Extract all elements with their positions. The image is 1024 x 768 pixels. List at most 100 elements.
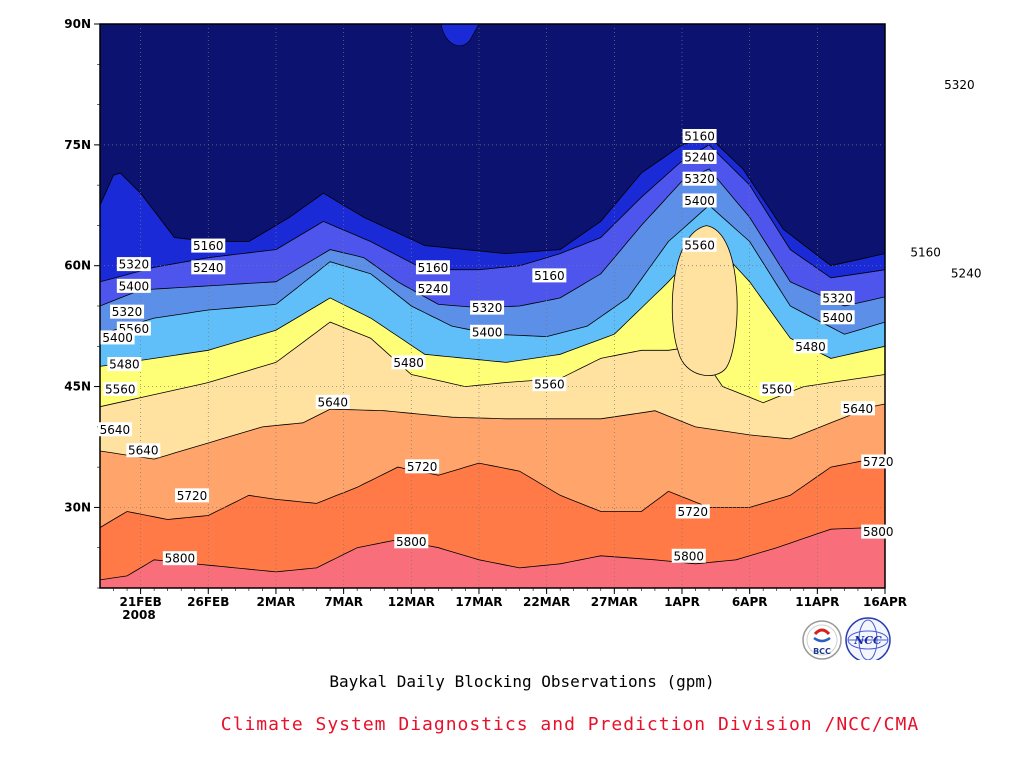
contour-label-30: 5480 — [793, 339, 828, 354]
contour-label-7: 5320 — [470, 300, 505, 315]
contour-line-5720 — [100, 458, 885, 528]
contour-label-9: 5480 — [391, 355, 426, 370]
contour-label-28: 5320 — [820, 290, 855, 305]
contour-labels: 5160 5240 5320 5400 5560 5160 5240 5320 5400 5480… — [97, 77, 984, 566]
contour-label-32: 5640 — [840, 401, 875, 416]
contour-label-26: 5560 — [682, 237, 717, 252]
svg-text:5160: 5160 — [910, 246, 941, 260]
contour-cell-5160 — [440, 24, 480, 47]
y-tick-label-2: 60N — [64, 259, 91, 273]
svg-text:5320: 5320 — [684, 172, 715, 186]
svg-text:5320: 5320 — [472, 301, 503, 315]
bcc-logo: BCC — [802, 620, 842, 660]
svg-text:5400: 5400 — [472, 325, 503, 339]
contour-label-13: 5720 — [405, 459, 440, 474]
svg-text:5640: 5640 — [100, 423, 131, 437]
contour-label-20: 5560 — [103, 381, 138, 396]
svg-text:5320: 5320 — [112, 305, 143, 319]
contour-line-5240 — [100, 144, 885, 283]
contour-line-5800 — [100, 527, 885, 581]
grid-lines — [100, 24, 885, 588]
svg-text:5160: 5160 — [534, 269, 565, 283]
y-tick-label-4: 90N — [64, 17, 91, 31]
contour-label-16: 5800 — [394, 534, 429, 549]
svg-text:5240: 5240 — [684, 150, 715, 164]
contour-line-5640 — [100, 403, 885, 460]
svg-text:5800: 5800 — [863, 525, 894, 539]
contour-label-38: 5240 — [949, 265, 984, 280]
x-tick-label-4: 12MAR — [388, 595, 435, 609]
contour-label-21: 5640 — [97, 422, 132, 437]
contour-label-31: 5560 — [759, 381, 794, 396]
svg-text:5720: 5720 — [407, 460, 438, 474]
svg-text:5720: 5720 — [678, 505, 709, 519]
contour-label-5: 5160 — [415, 260, 450, 275]
y-tick-label-0: 30N — [64, 500, 91, 514]
svg-text:5240: 5240 — [418, 282, 449, 296]
x-tick-label-1: 26FEB — [187, 595, 229, 609]
contour-line-5160 — [100, 136, 885, 267]
contour-label-23: 5240 — [682, 149, 717, 164]
contour-label-11: 5640 — [315, 394, 350, 409]
contour-label-27: 5160 — [532, 268, 567, 283]
contour-label-8: 5400 — [470, 324, 505, 339]
x-tick-label-0: 21FEB — [119, 595, 161, 609]
contour-label-14: 5720 — [175, 488, 210, 503]
svg-text:5720: 5720 — [863, 455, 894, 469]
x-tick-label-11: 16APR — [863, 595, 907, 609]
svg-text:5720: 5720 — [177, 489, 208, 503]
svg-text:5560: 5560 — [761, 382, 792, 396]
x-tick-label-9: 6APR — [732, 595, 768, 609]
x-tick-label-2: 2MAR — [257, 595, 296, 609]
y-tick-label-1: 45N — [64, 380, 91, 394]
chart-caption: Baykal Daily Blocking Observations (gpm) — [329, 672, 715, 691]
x-tick-label-6: 22MAR — [523, 595, 570, 609]
contour-label-18: 5400 — [100, 330, 135, 345]
contour-label-24: 5320 — [682, 171, 717, 186]
svg-text:5240: 5240 — [193, 261, 224, 275]
contour-label-12: 5640 — [126, 443, 161, 458]
contour-label-22: 5160 — [682, 128, 717, 143]
svg-text:5800: 5800 — [673, 549, 704, 563]
contour-label-17: 5320 — [110, 304, 145, 319]
svg-text:5400: 5400 — [119, 279, 150, 293]
svg-text:5640: 5640 — [843, 402, 874, 416]
x-tick-label-3: 7MAR — [324, 595, 363, 609]
svg-text:5480: 5480 — [393, 356, 424, 370]
contour-label-25: 5400 — [682, 193, 717, 208]
contour-line-5560 — [100, 321, 885, 408]
contour-label-29: 5400 — [820, 310, 855, 325]
contour-label-0: 5160 — [191, 238, 226, 253]
contour-label-37: 5160 — [908, 245, 943, 260]
svg-text:5640: 5640 — [128, 444, 159, 458]
contour-chart: 21FEB 26FEB 2MAR 7MAR 12MAR 17MAR 22MAR 27MAR 1A… — [64, 17, 984, 660]
svg-text:5240: 5240 — [951, 266, 982, 280]
contour-label-35: 5720 — [675, 504, 710, 519]
contour-label-19: 5480 — [107, 357, 142, 372]
y-tick-label-3: 75N — [64, 138, 91, 152]
svg-text:5480: 5480 — [109, 358, 140, 372]
svg-text:5800: 5800 — [165, 552, 196, 566]
contour-label-2: 5320 — [116, 257, 151, 272]
svg-text:5160: 5160 — [684, 129, 715, 143]
svg-text:5560: 5560 — [105, 382, 136, 396]
svg-text:5160: 5160 — [193, 239, 224, 253]
contour-bands — [100, 24, 885, 588]
svg-text:5320: 5320 — [822, 291, 853, 305]
organization-caption: Climate System Diagnostics and Predictio… — [220, 714, 920, 735]
contour-label-36: 5800 — [671, 548, 706, 563]
svg-text:5480: 5480 — [795, 340, 826, 354]
y-axis: 30N 45N 60N 75N 90N — [64, 17, 100, 589]
contour-label-1: 5240 — [191, 260, 226, 275]
x-tick-label-5: 17MAR — [455, 595, 502, 609]
svg-text:5160: 5160 — [418, 261, 449, 275]
svg-text:5640: 5640 — [318, 395, 349, 409]
contour-label-6: 5240 — [415, 281, 450, 296]
contour-line-5480 — [100, 236, 885, 367]
svg-text:5400: 5400 — [822, 311, 853, 325]
contour-label-3: 5400 — [116, 278, 151, 293]
contour-label-15: 5800 — [162, 551, 197, 566]
x-tick-label-10: 11APR — [795, 595, 839, 609]
x-year-label: 2008 — [122, 608, 155, 622]
svg-text:5320: 5320 — [944, 78, 975, 92]
